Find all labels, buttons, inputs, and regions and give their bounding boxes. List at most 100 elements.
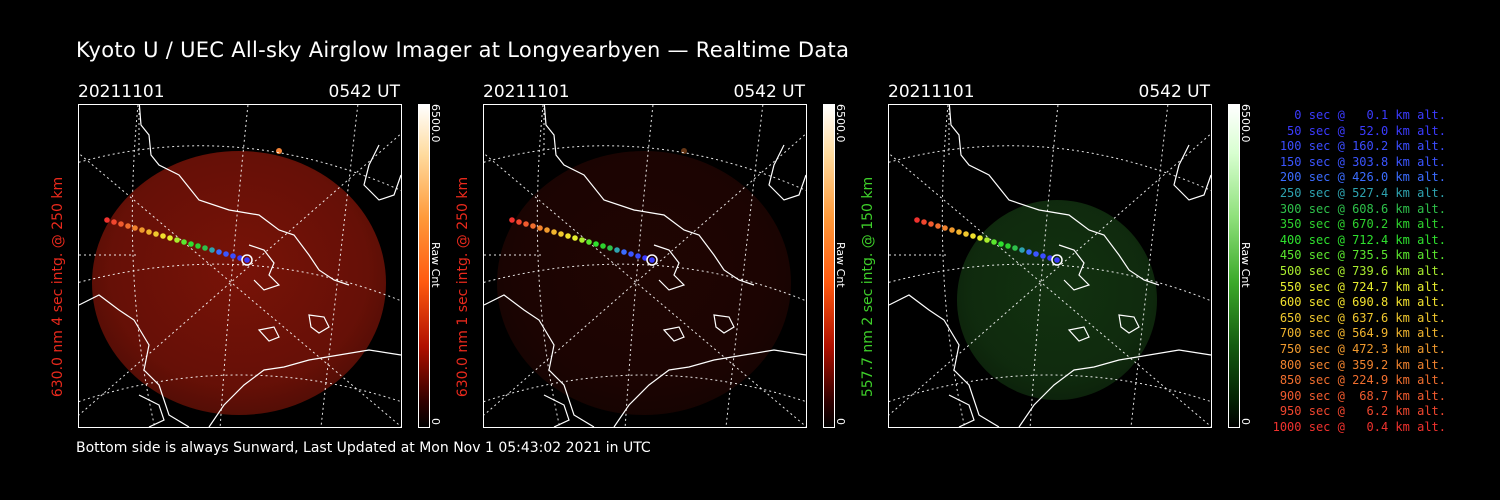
panel-date: 20211101 [78,82,165,102]
legend-row: 0 sec @ 0.1 km alt. [1272,108,1446,122]
trajectory-point [572,235,578,241]
station-marker [241,254,253,266]
panel-time: 0542 UT [733,82,806,102]
panel-time: 0542 UT [328,82,401,102]
trajectory-point [921,219,927,225]
coastline [484,294,595,427]
trajectory-point [223,251,229,257]
trajectory-point [628,251,634,257]
grid-line [889,105,950,256]
legend-row: 450 sec @ 735.5 km alt. [1272,248,1446,263]
coastline [543,105,755,286]
allsky-image [483,104,807,428]
legend-row: 400 sec @ 712.4 km alt. [1272,232,1446,247]
trajectory-point [1019,247,1025,253]
trajectory-point [244,257,250,263]
trajectory-point [509,217,515,223]
trajectory-point [991,239,997,245]
trajectory-point [202,245,208,251]
trajectory-point [160,233,166,239]
trajectory-point [1012,245,1018,251]
island-outline [653,244,686,291]
legend-row: 900 sec @ 68.7 km alt. [1272,388,1446,403]
allsky-map-svg [79,105,401,427]
colorbar-unit-label: Raw Cnt [834,242,847,288]
parallel-line [889,145,1211,192]
allsky-image [888,104,1212,428]
colorbar-min-label: 0 [1239,418,1252,425]
trajectory-point [970,233,976,239]
coastline [363,144,401,201]
colorbar [1228,104,1240,428]
coastline [138,394,165,427]
grid-line [484,105,545,256]
trajectory-point [649,257,655,263]
coastline [79,294,190,427]
meridian-line [725,105,764,427]
trajectory-point [174,237,180,243]
trajectory-point [195,243,201,249]
bright-spot [276,148,282,154]
island-outline [713,314,735,334]
trajectory-point [928,221,934,227]
trajectory-point [125,223,131,229]
trajectory-point [984,237,990,243]
legend-row: 300 sec @ 608.6 km alt. [1272,201,1446,216]
island-outline [257,326,280,342]
station-marker [646,254,658,266]
trajectory-point [530,223,536,229]
colorbar-unit-label: Raw Cnt [429,242,442,288]
colorbar-min-label: 0 [429,418,442,425]
trajectory-point [516,219,522,225]
parallel-line [484,145,806,192]
coastline [948,394,975,427]
island-outline [1067,326,1090,342]
panel-ylabel-text: 630.0 nm 1 sec intg. @ 250 km [455,176,471,398]
meridian-line [1130,105,1169,427]
legend-row: 150 sec @ 303.8 km alt. [1272,154,1446,169]
trajectory-legend: 0 sec @ 0.1 km alt. 50 sec @ 52.0 km alt… [1262,108,1446,435]
trajectory-point [1054,257,1060,263]
coastline [948,105,1160,286]
legend-row: 350 sec @ 670.2 km alt. [1272,217,1446,232]
trajectory-point [956,229,962,235]
legend-row: 800 sec @ 359.2 km alt. [1272,357,1446,372]
trajectory-point [188,241,194,247]
coastline [138,105,350,286]
legend-row: 750 sec @ 472.3 km alt. [1272,341,1446,356]
coastline [543,394,570,427]
island-outline [308,314,330,334]
trajectory-point [607,245,613,251]
trajectory-point [998,241,1004,247]
trajectory-point [614,247,620,253]
airglow-disk [497,151,791,415]
trajectory-point [586,239,592,245]
trajectory-point [1040,253,1046,259]
parallel-line [484,374,806,403]
image-panel-3: 20211101 0542 UT 557.7 nm 2 sec intg. @ … [860,82,1308,432]
airglow-disk [957,200,1157,400]
trajectory-point [963,231,969,237]
trajectory-point [635,253,641,259]
colorbar-min: 0 [428,418,442,428]
coastline [889,294,1000,427]
page-title: Kyoto U / UEC All-sky Airglow Imager at … [76,38,850,62]
trajectory-point [104,217,110,223]
trajectory-point [558,231,564,237]
trajectory-point [132,225,138,231]
colorbar [823,104,835,428]
coastline [613,349,806,427]
island-outline [248,244,281,291]
panel-ylabel-text: 630.0 nm 4 sec intg. @ 250 km [50,176,66,398]
legend-row: 600 sec @ 690.8 km alt. [1272,295,1446,310]
trajectory-point [118,221,124,227]
trajectory-point [593,241,599,247]
image-panel-2: 20211101 0542 UT 630.0 nm 1 sec intg. @ … [455,82,903,432]
legend-row: 500 sec @ 739.6 km alt. [1272,263,1446,278]
trajectory-point [977,235,983,241]
trajectory-point [146,229,152,235]
trajectory-point [230,253,236,259]
island-outline [1058,244,1091,291]
colorbar-min: 0 [833,418,847,428]
legend-row: 850 sec @ 224.9 km alt. [1272,373,1446,388]
